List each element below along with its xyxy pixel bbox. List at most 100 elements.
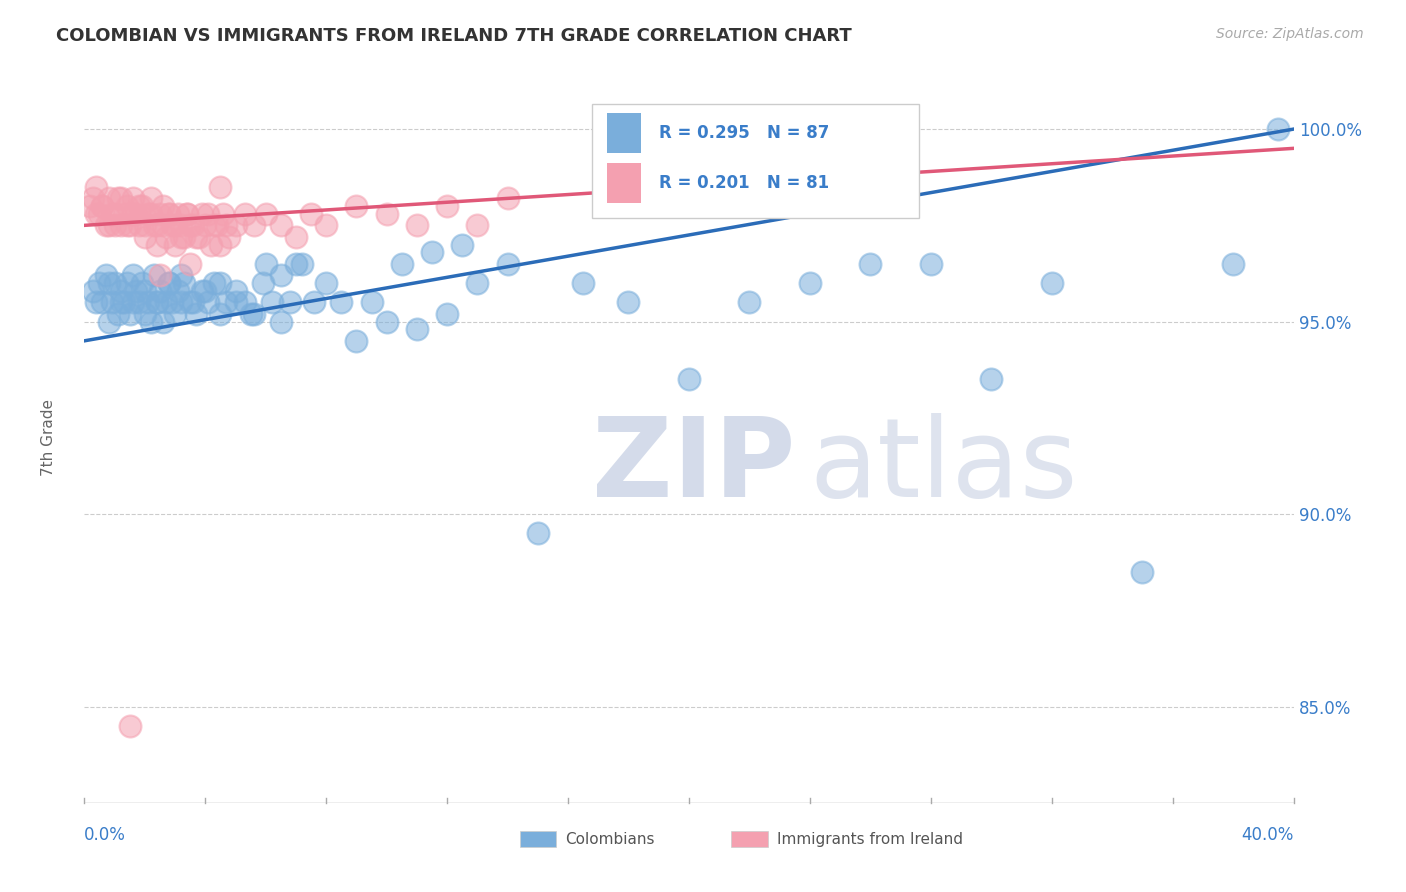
Point (270, 315, 292, 329)
Point (121, 295, 143, 310)
Point (360, 295, 382, 310)
Point (104, 219, 127, 233)
Point (100, 295, 122, 310)
Point (86, 179, 108, 194)
Point (1222, 257, 1244, 271)
Point (181, 295, 204, 310)
Point (738, 295, 761, 310)
Point (134, 284, 156, 298)
Point (173, 230, 195, 244)
Point (315, 276, 337, 290)
Point (496, 257, 519, 271)
Point (270, 268, 292, 283)
Point (157, 276, 180, 290)
Point (152, 315, 174, 329)
Point (186, 307, 208, 321)
Point (1040, 276, 1063, 290)
Text: R = 0.295   N = 87: R = 0.295 N = 87 (659, 124, 830, 142)
Point (146, 219, 169, 233)
Point (97, 191, 120, 205)
Point (270, 219, 292, 233)
Point (97, 219, 120, 233)
Point (149, 207, 172, 221)
Point (254, 257, 277, 271)
Point (134, 230, 156, 244)
Point (242, 219, 264, 233)
Point (170, 268, 193, 283)
Point (215, 295, 238, 310)
Point (121, 191, 143, 205)
Point (179, 219, 201, 233)
Point (125, 207, 148, 221)
Point (165, 237, 187, 252)
Point (146, 237, 169, 252)
Point (115, 276, 138, 290)
Point (209, 307, 232, 321)
Text: Source: ZipAtlas.com: Source: ZipAtlas.com (1216, 27, 1364, 41)
Point (149, 268, 172, 283)
Point (155, 295, 177, 310)
Point (146, 295, 169, 310)
Point (527, 526, 550, 541)
Point (112, 207, 135, 221)
Point (89, 276, 111, 290)
Point (254, 207, 277, 221)
Point (149, 284, 172, 298)
Point (160, 295, 183, 310)
Point (252, 276, 274, 290)
Point (225, 219, 247, 233)
Text: 7th Grade: 7th Grade (41, 399, 56, 475)
Point (215, 219, 238, 233)
Point (242, 307, 264, 321)
Point (406, 219, 429, 233)
Point (980, 372, 1002, 386)
Point (207, 219, 229, 233)
Point (173, 276, 195, 290)
Point (94, 219, 117, 233)
Point (1267, 122, 1289, 136)
Point (285, 230, 308, 244)
Point (91, 199, 114, 213)
Point (118, 307, 141, 321)
Point (202, 276, 225, 290)
Point (1132, 565, 1154, 579)
Point (225, 295, 247, 310)
Point (315, 219, 337, 233)
Point (139, 207, 162, 221)
Point (202, 219, 225, 233)
Point (330, 295, 353, 310)
Point (170, 230, 193, 244)
Point (104, 207, 127, 221)
Point (134, 307, 156, 321)
Text: ZIP: ZIP (592, 413, 796, 520)
Point (467, 219, 489, 233)
Point (128, 199, 150, 213)
Point (131, 199, 153, 213)
Point (617, 295, 640, 310)
Point (104, 276, 127, 290)
Point (181, 219, 204, 233)
Point (278, 295, 301, 310)
Point (89, 207, 111, 221)
Bar (520, 831, 555, 847)
Point (86, 207, 108, 221)
Point (799, 276, 821, 290)
Point (121, 268, 143, 283)
Point (191, 207, 214, 221)
FancyBboxPatch shape (592, 104, 918, 218)
Point (209, 179, 232, 194)
Point (152, 199, 174, 213)
Point (420, 245, 443, 260)
Point (170, 219, 193, 233)
Point (302, 295, 325, 310)
Point (176, 207, 198, 221)
Point (285, 257, 308, 271)
Point (197, 207, 219, 221)
Point (209, 276, 232, 290)
Point (346, 199, 368, 213)
Point (136, 295, 159, 310)
Point (91, 199, 114, 213)
Point (375, 315, 398, 329)
Point (260, 295, 283, 310)
Point (82, 191, 104, 205)
